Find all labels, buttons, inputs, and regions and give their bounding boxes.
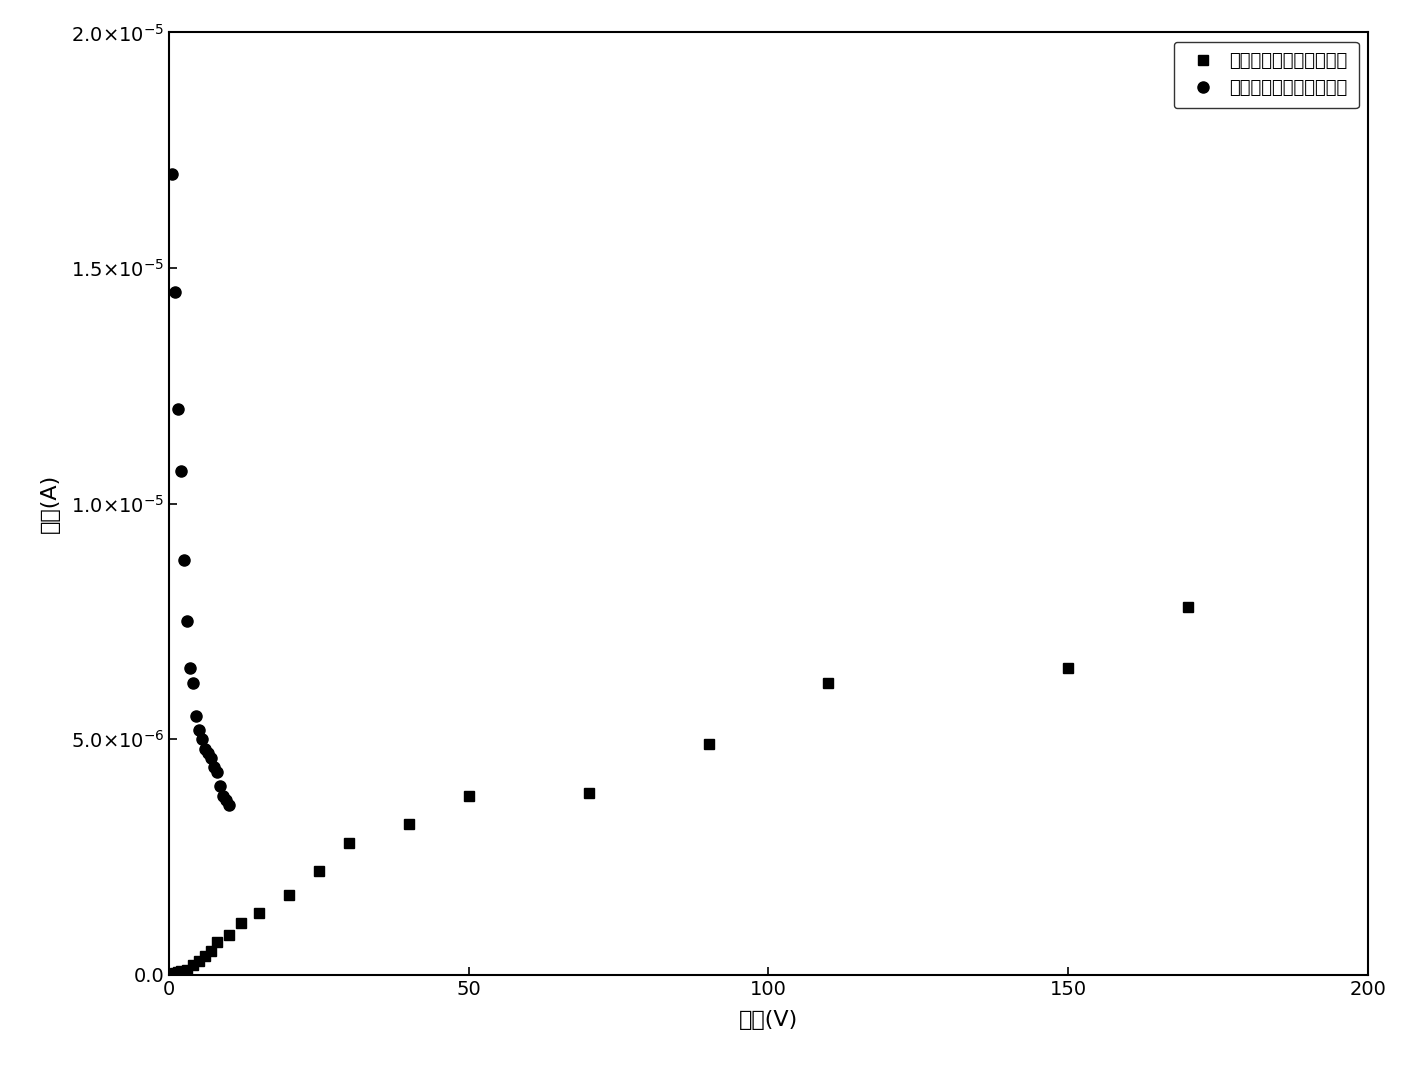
- 用本发明工艺制备的样品: [341, 836, 358, 849]
- 用本发明工艺制备的样品: [251, 906, 268, 919]
- 用本发明工艺制备的样品: [203, 944, 220, 957]
- 使用原有工艺制备的样品: [200, 747, 217, 760]
- 用本发明工艺制备的样品: [166, 967, 183, 980]
- 使用原有工艺制备的样品: [188, 709, 204, 722]
- Line: 用本发明工艺制备的样品: 用本发明工艺制备的样品: [168, 602, 1193, 979]
- 使用原有工艺制备的样品: [214, 790, 231, 803]
- Y-axis label: 电流(A): 电流(A): [39, 474, 59, 533]
- Line: 使用原有工艺制备的样品: 使用原有工艺制备的样品: [166, 168, 234, 811]
- 用本发明工艺制备的样品: [699, 738, 716, 751]
- 用本发明工艺制备的样品: [220, 928, 237, 941]
- 使用原有工艺制备的样品: [196, 742, 214, 755]
- 用本发明工艺制备的样品: [190, 954, 207, 967]
- 使用原有工艺制备的样品: [217, 794, 234, 807]
- 使用原有工艺制备的样品: [169, 403, 186, 416]
- 使用原有工艺制备的样品: [209, 766, 226, 779]
- 用本发明工艺制备的样品: [310, 864, 327, 877]
- 使用原有工艺制备的样品: [190, 723, 207, 736]
- 用本发明工艺制备的样品: [1179, 601, 1196, 614]
- 用本发明工艺制备的样品: [581, 787, 598, 800]
- 用本发明工艺制备的样品: [400, 818, 417, 831]
- X-axis label: 电压(V): 电压(V): [739, 1009, 798, 1030]
- 使用原有工艺制备的样品: [182, 662, 199, 675]
- 使用原有工艺制备的样品: [206, 761, 223, 774]
- 使用原有工艺制备的样品: [193, 733, 210, 746]
- 用本发明工艺制备的样品: [179, 964, 196, 977]
- 使用原有工艺制备的样品: [203, 752, 220, 765]
- 使用原有工艺制备的样品: [220, 798, 237, 811]
- 用本发明工艺制备的样品: [233, 916, 250, 929]
- 使用原有工艺制备的样品: [212, 780, 228, 793]
- 用本发明工艺制备的样品: [164, 967, 180, 980]
- 使用原有工艺制备的样品: [164, 168, 180, 181]
- 用本发明工艺制备的样品: [1060, 662, 1077, 675]
- 用本发明工艺制备的样品: [460, 790, 477, 803]
- 使用原有工艺制备的样品: [179, 615, 196, 628]
- Legend: 用本发明工艺制备的样品, 使用原有工艺制备的样品: 用本发明工艺制备的样品, 使用原有工艺制备的样品: [1173, 41, 1359, 108]
- 用本发明工艺制备的样品: [821, 676, 838, 689]
- 用本发明工艺制备的样品: [172, 965, 189, 978]
- 使用原有工艺制备的样品: [172, 465, 189, 478]
- 使用原有工艺制备的样品: [185, 676, 202, 689]
- 用本发明工艺制备的样品: [281, 888, 298, 901]
- 用本发明工艺制备的样品: [196, 950, 214, 963]
- 用本发明工艺制备的样品: [209, 936, 226, 949]
- 用本发明工艺制备的样品: [169, 966, 186, 979]
- 用本发明工艺制备的样品: [185, 958, 202, 971]
- 使用原有工艺制备的样品: [166, 285, 183, 298]
- 使用原有工艺制备的样品: [176, 553, 193, 566]
